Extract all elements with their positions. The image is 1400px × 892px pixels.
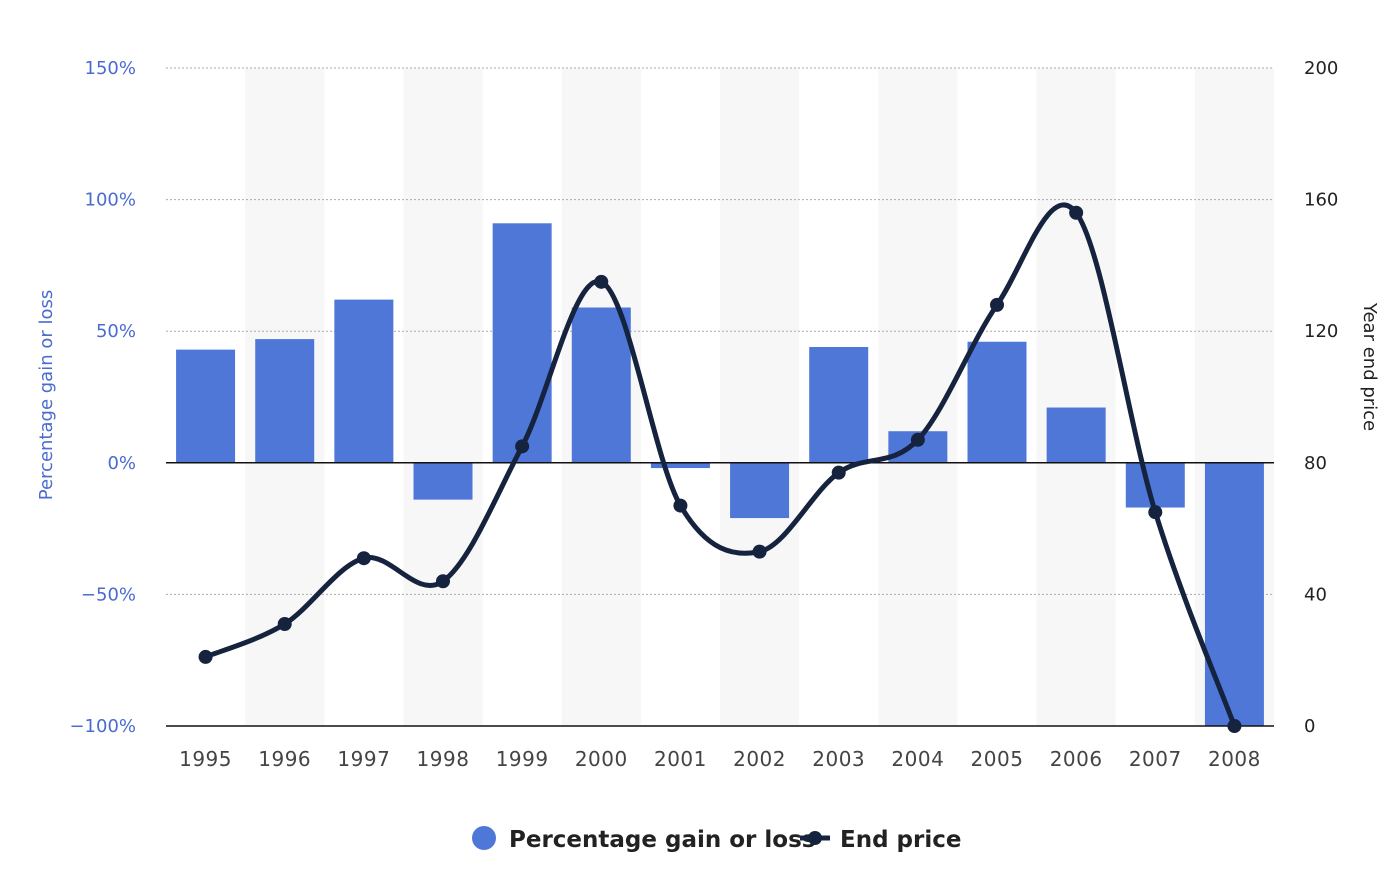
y-left-tick-label: 150% bbox=[85, 58, 136, 79]
y-left-tick-label: −100% bbox=[69, 716, 136, 737]
legend-item-percentage[interactable]: Percentage gain or loss bbox=[472, 826, 815, 853]
bar-2006 bbox=[1046, 407, 1106, 463]
x-tick-label: 2005 bbox=[971, 747, 1024, 771]
end-price-line bbox=[203, 202, 1237, 729]
bar-2008 bbox=[1204, 462, 1264, 726]
bar-2000 bbox=[571, 307, 631, 463]
x-tick-label: 1995 bbox=[179, 747, 232, 771]
point-2008 bbox=[1227, 719, 1242, 733]
bar-2002 bbox=[730, 462, 790, 519]
point-2001 bbox=[673, 498, 688, 513]
point-2004 bbox=[910, 432, 925, 447]
x-tick-label: 2000 bbox=[575, 747, 628, 771]
point-2005 bbox=[990, 297, 1004, 312]
x-tick-label: 2003 bbox=[812, 747, 865, 771]
y-right-tick-label: 120 bbox=[1304, 321, 1338, 342]
y-left-tick-label: 100% bbox=[85, 190, 136, 211]
y-right-tick-label: 160 bbox=[1304, 190, 1338, 211]
bar-2003 bbox=[809, 346, 869, 463]
y-right-tick-label: 0 bbox=[1304, 716, 1315, 737]
y-right-tick-label: 40 bbox=[1304, 584, 1327, 605]
x-tick-label: 2006 bbox=[1050, 747, 1103, 771]
category-band bbox=[1036, 68, 1116, 726]
tick-labels: −100% −50% 0% 50% 100% 150% 0 40 80 120 160 200 1995… bbox=[69, 58, 1338, 771]
point-2002 bbox=[752, 544, 767, 559]
bar-1995 bbox=[176, 349, 236, 463]
point-1995 bbox=[198, 649, 213, 664]
y-right-tick-label: 200 bbox=[1304, 58, 1338, 79]
x-tick-label: 1996 bbox=[258, 747, 311, 771]
bar-series bbox=[176, 223, 1264, 726]
bar-2005 bbox=[967, 341, 1027, 463]
axes bbox=[166, 462, 1274, 727]
y-left-tick-label: −50% bbox=[81, 584, 136, 605]
alternating-bands bbox=[245, 68, 1274, 726]
legend-line-marker bbox=[808, 831, 822, 845]
bar-1997 bbox=[334, 299, 394, 463]
line-series bbox=[198, 202, 1242, 733]
legend-label-end-price: End price bbox=[840, 827, 961, 853]
point-2007 bbox=[1148, 505, 1163, 520]
bar-2007 bbox=[1125, 462, 1185, 508]
point-2000 bbox=[594, 274, 609, 289]
legend[interactable]: Percentage gain or loss End price bbox=[472, 826, 961, 853]
point-1998 bbox=[436, 574, 450, 589]
y-right-tick-label: 80 bbox=[1304, 453, 1327, 474]
point-2003 bbox=[831, 465, 846, 480]
x-tick-label: 1999 bbox=[496, 747, 549, 771]
legend-bar-swatch bbox=[472, 826, 496, 850]
x-tick-label: 1997 bbox=[337, 747, 390, 771]
x-tick-label: 2004 bbox=[891, 747, 944, 771]
bar-1999 bbox=[492, 223, 552, 463]
legend-item-end-price[interactable]: End price bbox=[800, 827, 961, 853]
bar-2001 bbox=[650, 462, 710, 469]
category-band bbox=[403, 68, 483, 726]
point-1999 bbox=[515, 439, 530, 454]
legend-label-percentage: Percentage gain or loss bbox=[509, 827, 815, 853]
category-band bbox=[720, 68, 800, 726]
x-tick-label: 2002 bbox=[733, 747, 786, 771]
point-1997 bbox=[356, 551, 371, 566]
bar-1998 bbox=[413, 462, 473, 500]
x-tick-label: 2001 bbox=[654, 747, 707, 771]
point-1996 bbox=[277, 617, 292, 632]
bar-1996 bbox=[255, 339, 315, 463]
x-tick-label: 2008 bbox=[1208, 747, 1261, 771]
x-tick-label: 2007 bbox=[1129, 747, 1182, 771]
y-left-tick-label: 0% bbox=[107, 453, 136, 474]
x-tick-label: 1998 bbox=[417, 747, 470, 771]
y-axis-right-title: Year end price bbox=[1359, 302, 1380, 431]
point-2006 bbox=[1069, 205, 1084, 220]
y-left-tick-label: 50% bbox=[96, 321, 136, 342]
y-axis-left-title: Percentage gain or loss bbox=[36, 290, 57, 500]
